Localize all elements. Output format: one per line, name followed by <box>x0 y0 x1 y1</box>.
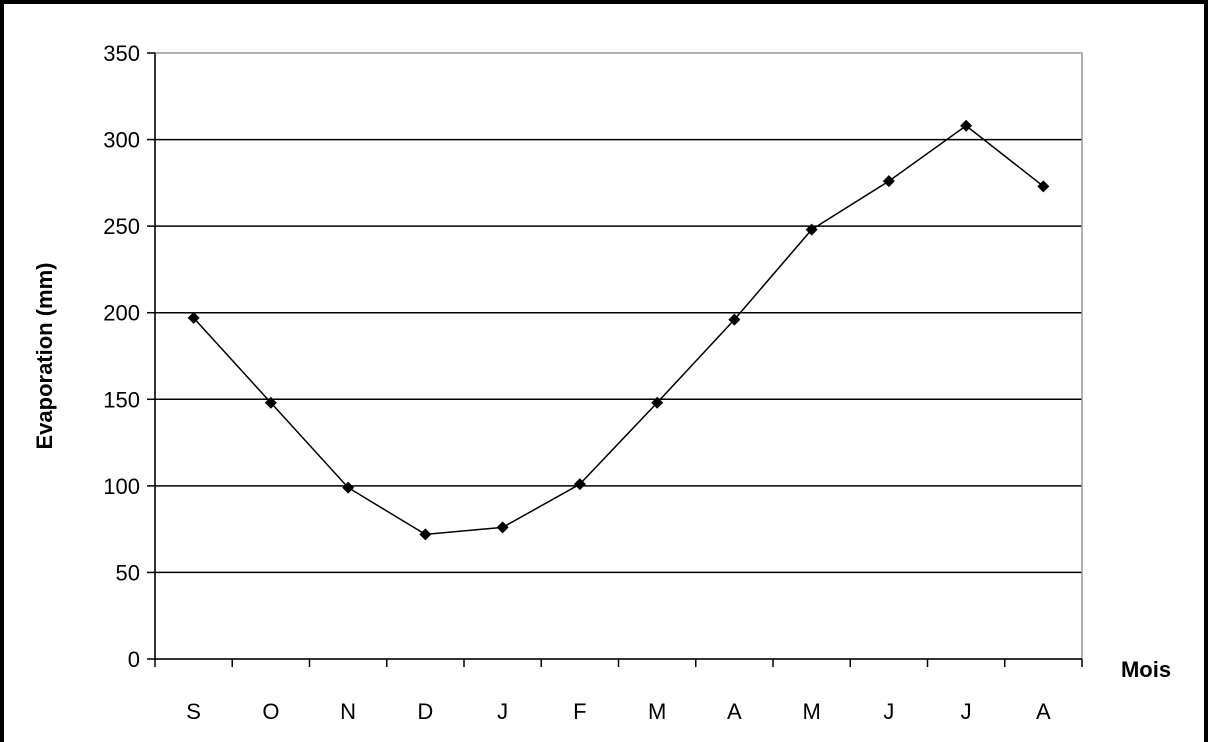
x-tick-label: M <box>802 699 820 724</box>
data-point-marker <box>264 396 277 409</box>
x-tick-label: F <box>573 699 586 724</box>
y-tick-label: 0 <box>128 647 140 672</box>
y-axis-title: Evaporation (mm) <box>32 262 57 449</box>
data-point-marker <box>573 478 586 491</box>
data-point-marker <box>651 396 664 409</box>
x-tick-label: M <box>648 699 666 724</box>
y-tick-label: 50 <box>116 560 140 585</box>
x-tick-label: D <box>417 699 433 724</box>
data-point-marker <box>882 175 895 188</box>
x-tick-label: O <box>262 699 279 724</box>
axes <box>147 52 1083 667</box>
x-tick-label: J <box>497 699 508 724</box>
data-point-marker <box>960 119 973 132</box>
y-tick-label: 250 <box>103 214 140 239</box>
x-tick-label: A <box>727 699 742 724</box>
x-axis-title: Mois <box>1121 657 1171 682</box>
y-tick-label: 150 <box>103 387 140 412</box>
data-point-marker <box>1037 180 1050 193</box>
series-line-path <box>193 124 1044 536</box>
gridlines <box>155 138 1082 574</box>
data-point-marker <box>187 311 200 324</box>
plot-area-border <box>154 52 1083 660</box>
data-point-marker <box>419 528 432 541</box>
x-tick-label: S <box>186 699 201 724</box>
x-tick-label: J <box>883 699 894 724</box>
x-tick-label: A <box>1036 699 1051 724</box>
data-point-marker <box>342 481 355 494</box>
data-point-marker <box>805 223 818 236</box>
x-tick-label: N <box>340 699 356 724</box>
data-point-marker <box>728 313 741 326</box>
y-tick-label: 300 <box>103 128 140 153</box>
y-tick-label: 350 <box>103 41 140 66</box>
x-tick-label: J <box>961 699 972 724</box>
y-tick-labels: 0 50 100 150 200 250 300 350 <box>103 41 140 672</box>
series-markers <box>187 119 1050 541</box>
y-tick-label: 100 <box>103 474 140 499</box>
data-point-marker <box>496 521 509 534</box>
y-tick-label: 200 <box>103 301 140 326</box>
series-line <box>193 124 1044 536</box>
